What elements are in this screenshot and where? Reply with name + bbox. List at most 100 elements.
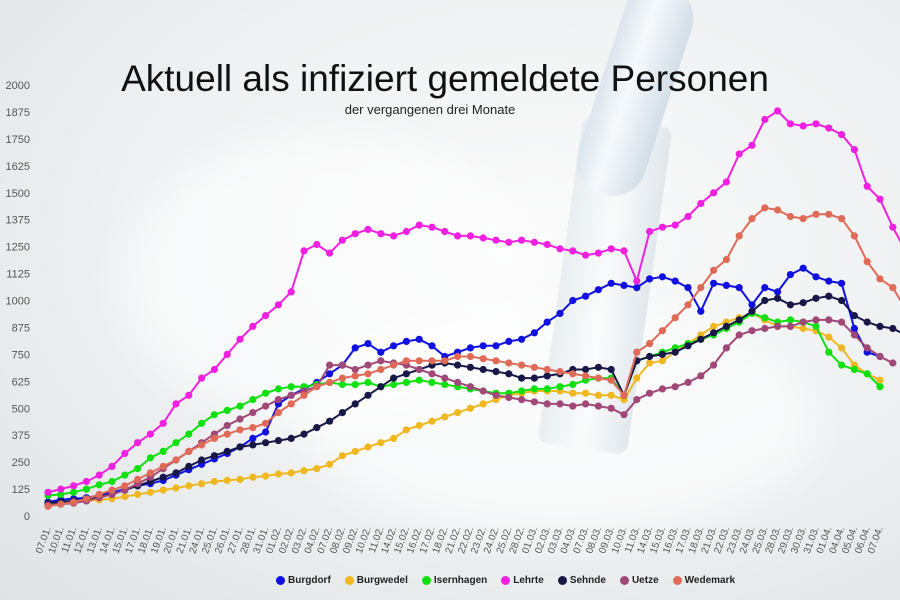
data-point-lehrte xyxy=(210,365,218,374)
data-point-sehnde xyxy=(594,363,603,371)
data-point-burgwedel xyxy=(454,409,462,417)
data-point-lehrte xyxy=(185,391,193,399)
data-point-uetze xyxy=(441,374,449,382)
data-point-isernhagen xyxy=(338,380,346,389)
data-point-wedemark xyxy=(620,391,628,399)
data-point-lehrte xyxy=(377,230,385,238)
data-point-wedemark xyxy=(748,215,756,223)
data-point-burgwedel xyxy=(825,333,833,341)
data-point-sehnde xyxy=(774,294,782,302)
data-point-lehrte xyxy=(492,236,500,244)
y-tick-label: 1250 xyxy=(6,242,30,254)
data-point-isernhagen xyxy=(262,389,270,397)
data-point-sehnde xyxy=(646,352,654,361)
data-point-sehnde xyxy=(313,424,321,432)
legend-label: Burgdorf xyxy=(288,575,331,586)
data-point-burgwedel xyxy=(159,486,167,494)
data-point-wedemark xyxy=(262,419,270,427)
data-point-wedemark xyxy=(82,495,90,503)
data-point-sehnde xyxy=(236,443,244,451)
data-point-sehnde xyxy=(799,299,807,307)
data-point-uetze xyxy=(428,370,436,378)
data-point-burgwedel xyxy=(646,359,654,367)
data-point-uetze xyxy=(658,385,667,393)
data-point-lehrte xyxy=(710,189,718,197)
data-point-lehrte xyxy=(620,247,628,255)
legend-label: Isernhagen xyxy=(433,575,488,586)
data-point-wedemark xyxy=(505,359,513,367)
legend-label: Lehrte xyxy=(513,575,544,586)
data-point-wedemark xyxy=(326,378,334,386)
data-point-uetze xyxy=(838,318,846,326)
data-point-lehrte xyxy=(889,223,897,231)
data-point-lehrte xyxy=(697,199,705,208)
data-point-lehrte xyxy=(326,249,334,257)
series-line-lehrte xyxy=(47,109,900,494)
legend-item-burgwedel: Burgwedel xyxy=(344,575,408,586)
y-tick-label: 1375 xyxy=(6,215,30,227)
data-point-wedemark xyxy=(671,314,679,322)
data-point-lehrte xyxy=(313,240,321,249)
data-point-lehrte xyxy=(825,124,833,132)
data-point-burgwedel xyxy=(274,470,282,478)
data-point-sehnde xyxy=(249,441,257,449)
data-point-sehnde xyxy=(530,374,539,382)
data-point-wedemark xyxy=(889,284,897,292)
data-point-burgwedel xyxy=(210,477,218,486)
data-point-burgdorf xyxy=(402,337,410,345)
y-tick-label: 1500 xyxy=(6,188,30,200)
data-point-lehrte xyxy=(57,485,65,493)
y-tick-label: 875 xyxy=(12,322,30,334)
legend-item-lehrte: Lehrte xyxy=(501,575,544,586)
data-point-isernhagen xyxy=(198,419,206,427)
data-point-sehnde xyxy=(607,365,615,374)
data-point-sehnde xyxy=(454,361,462,369)
data-point-burgwedel xyxy=(415,421,423,430)
legend-item-uetze: Uetze xyxy=(619,575,659,586)
data-point-wedemark xyxy=(633,348,641,356)
data-point-uetze xyxy=(556,400,564,408)
series-lehrte xyxy=(44,107,900,496)
data-point-wedemark xyxy=(735,232,743,240)
data-point-wedemark xyxy=(313,383,321,391)
data-point-sehnde xyxy=(223,447,231,455)
data-point-burgwedel xyxy=(377,439,385,447)
data-point-burgdorf xyxy=(748,301,756,309)
data-point-wedemark xyxy=(658,327,667,335)
data-point-burgwedel xyxy=(287,469,295,477)
data-point-uetze xyxy=(492,391,500,399)
data-point-isernhagen xyxy=(351,380,359,389)
data-point-wedemark xyxy=(492,357,500,365)
data-point-burgdorf xyxy=(710,279,718,287)
data-point-sehnde xyxy=(850,312,859,320)
data-point-wedemark xyxy=(159,462,167,470)
data-point-wedemark xyxy=(300,391,308,399)
data-point-burgwedel xyxy=(402,426,410,434)
data-point-burgdorf xyxy=(799,264,807,272)
data-point-lehrte xyxy=(863,182,871,190)
data-point-isernhagen xyxy=(876,383,884,391)
data-point-wedemark xyxy=(210,434,218,442)
data-point-uetze xyxy=(633,396,641,404)
data-point-wedemark xyxy=(454,352,462,361)
data-point-burgdorf xyxy=(415,335,423,343)
data-point-isernhagen xyxy=(82,485,90,493)
data-point-isernhagen xyxy=(185,430,193,438)
data-point-uetze xyxy=(338,361,346,369)
data-point-burgdorf xyxy=(530,329,539,337)
data-point-burgwedel xyxy=(479,400,487,408)
data-point-wedemark xyxy=(351,372,359,380)
data-point-lehrte xyxy=(569,247,577,255)
legend-swatch xyxy=(619,576,629,585)
data-point-lehrte xyxy=(390,232,398,240)
y-tick-label: 1875 xyxy=(6,107,30,119)
data-point-uetze xyxy=(748,327,756,335)
data-point-sehnde xyxy=(210,452,218,460)
data-point-burgdorf xyxy=(838,279,846,287)
data-point-burgdorf xyxy=(556,309,564,317)
data-point-burgwedel xyxy=(172,484,180,492)
data-point-burgdorf xyxy=(479,342,487,350)
data-point-burgdorf xyxy=(518,335,526,343)
data-point-isernhagen xyxy=(402,378,410,386)
data-point-wedemark xyxy=(543,365,551,374)
